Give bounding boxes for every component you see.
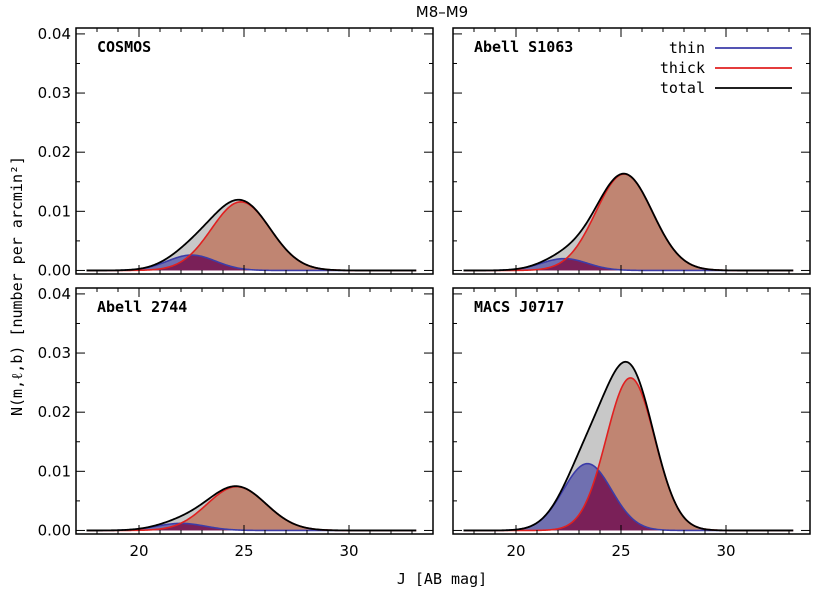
panel-label: MACS J0717 <box>474 298 564 316</box>
panel-label: Abell 2744 <box>97 298 187 316</box>
y-tick-label: 0.03 <box>38 84 71 102</box>
total-line <box>86 198 417 272</box>
thick-fill <box>86 201 417 271</box>
thick-fill <box>463 174 794 271</box>
panel-3: 20 25 30 MACS J0717 <box>452 287 811 560</box>
panel-frame <box>452 287 811 535</box>
legend-label-thin: thin <box>669 39 705 57</box>
total-line <box>463 172 794 272</box>
y-tick-label: 0.02 <box>38 143 71 161</box>
plot-area <box>86 485 417 532</box>
x-tick-label: 20 <box>129 542 148 560</box>
panels: 0.00 0.01 0.02 0.03 0.04 COSMOS Abell S1063 thi… <box>38 25 811 560</box>
panel-0: 0.00 0.01 0.02 0.03 0.04 COSMOS <box>38 25 434 279</box>
thick-fill <box>463 377 794 531</box>
overlap-fill <box>86 523 417 531</box>
y-axis-label: N(m,ℓ,b) [number per arcmin²] <box>8 156 26 416</box>
y-tick-label: 0.03 <box>38 344 71 362</box>
chart-title: M8–M9 <box>416 3 468 21</box>
x-tick-label: 25 <box>234 542 253 560</box>
panel-label: Abell S1063 <box>474 38 573 56</box>
legend: thin thick total <box>660 39 792 97</box>
x-tick-label: 30 <box>339 542 358 560</box>
y-tick-label: 0.00 <box>38 521 71 539</box>
x-axis-label: J [AB mag] <box>397 570 487 588</box>
legend-label-total: total <box>660 79 705 97</box>
x-tick-label: 20 <box>506 542 525 560</box>
y-tick-label: 0.01 <box>38 202 71 220</box>
panel-frame <box>75 27 434 275</box>
x-tick-label: 25 <box>611 542 630 560</box>
panel-frame <box>75 287 434 535</box>
legend-label-thick: thick <box>660 59 705 77</box>
plot-area <box>463 172 794 272</box>
total-line <box>463 360 794 532</box>
panel-label: COSMOS <box>97 38 151 56</box>
plot-area <box>463 360 794 532</box>
total-line <box>86 485 417 532</box>
y-tick-label: 0.04 <box>38 25 71 43</box>
y-tick-label: 0.01 <box>38 462 71 480</box>
overlap-fill <box>463 469 794 531</box>
panel-2: 0.00 0.01 0.02 0.03 0.04 20 25 30 Abell 2744 <box>38 285 434 560</box>
y-tick-label: 0.00 <box>38 261 71 279</box>
thick-fill <box>86 486 417 531</box>
panel-1: Abell S1063 thin thick total <box>452 27 811 275</box>
y-tick-label: 0.04 <box>38 285 71 303</box>
x-tick-label: 30 <box>716 542 735 560</box>
y-tick-label: 0.02 <box>38 403 71 421</box>
plot-area <box>86 198 417 272</box>
panel-frame <box>452 27 811 275</box>
